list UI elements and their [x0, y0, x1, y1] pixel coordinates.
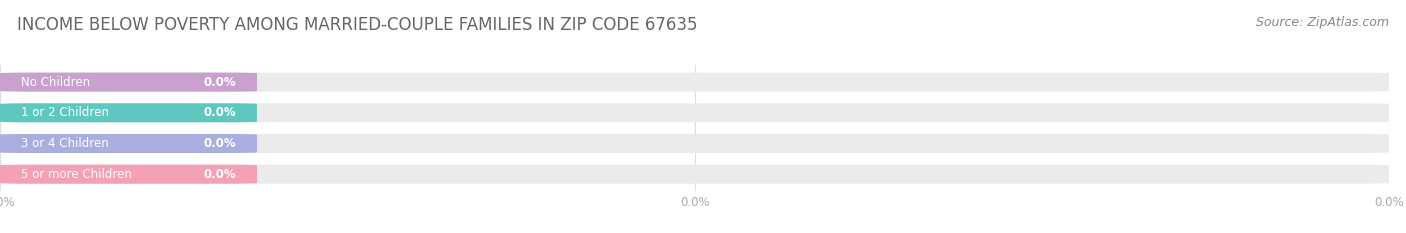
FancyBboxPatch shape — [0, 134, 1389, 153]
Text: Source: ZipAtlas.com: Source: ZipAtlas.com — [1256, 16, 1389, 29]
FancyBboxPatch shape — [0, 103, 257, 122]
Text: 0.0%: 0.0% — [204, 137, 236, 150]
FancyBboxPatch shape — [0, 165, 257, 184]
Text: 0.0%: 0.0% — [204, 106, 236, 119]
FancyBboxPatch shape — [0, 73, 257, 92]
Text: 0.0%: 0.0% — [204, 168, 236, 181]
Text: No Children: No Children — [21, 76, 90, 89]
Text: 1 or 2 Children: 1 or 2 Children — [21, 106, 108, 119]
FancyBboxPatch shape — [0, 73, 1389, 92]
Text: 0.0%: 0.0% — [204, 76, 236, 89]
Text: 5 or more Children: 5 or more Children — [21, 168, 131, 181]
Text: 3 or 4 Children: 3 or 4 Children — [21, 137, 108, 150]
FancyBboxPatch shape — [0, 165, 1389, 184]
FancyBboxPatch shape — [0, 134, 257, 153]
FancyBboxPatch shape — [0, 103, 1389, 122]
Text: INCOME BELOW POVERTY AMONG MARRIED-COUPLE FAMILIES IN ZIP CODE 67635: INCOME BELOW POVERTY AMONG MARRIED-COUPL… — [17, 16, 697, 34]
